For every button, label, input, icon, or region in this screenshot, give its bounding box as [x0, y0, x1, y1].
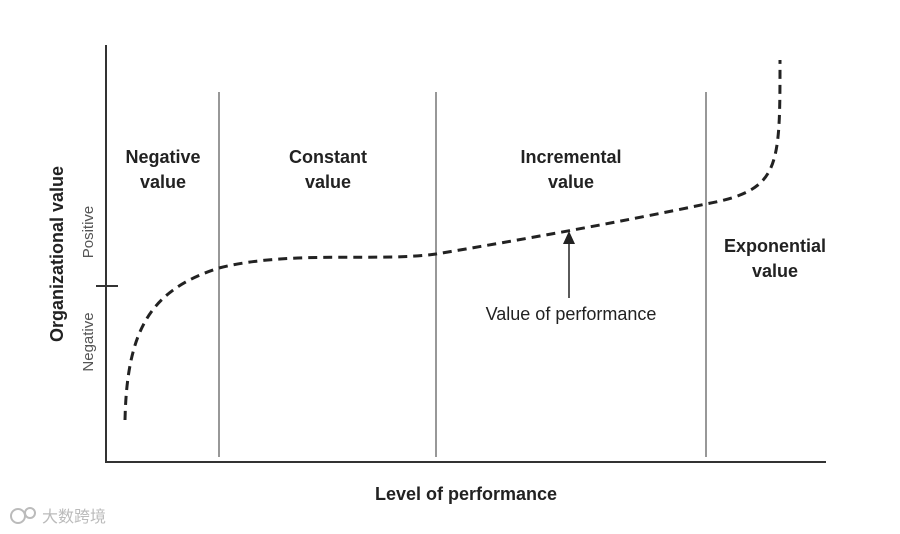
watermark-logo — [10, 508, 26, 524]
region-label: Incremental — [520, 147, 621, 167]
region-label: Negative — [125, 147, 200, 167]
region-label: value — [548, 172, 594, 192]
arrow-head — [563, 231, 575, 244]
region-label: Exponential — [724, 236, 826, 256]
watermark: 大数跨境 — [42, 507, 106, 526]
watermark-logo — [24, 507, 36, 519]
region-label: value — [752, 261, 798, 281]
y-axis-label: Organizational value — [47, 166, 67, 342]
curve-label: Value of performance — [486, 304, 657, 324]
value-curve — [123, 59, 782, 421]
positive-label: Positive — [80, 206, 97, 259]
region-label: value — [305, 172, 351, 192]
region-label: Constant — [289, 147, 367, 167]
region-label: value — [140, 172, 186, 192]
x-axis-label: Level of performance — [375, 484, 557, 504]
negative-label: Negative — [80, 312, 97, 371]
